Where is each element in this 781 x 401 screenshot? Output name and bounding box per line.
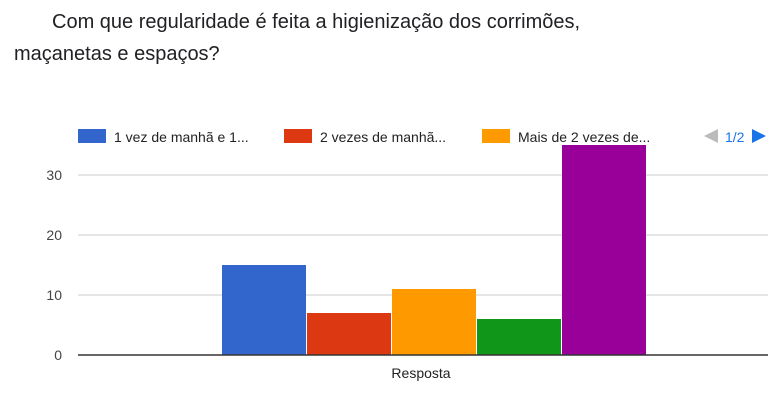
bar-series-1[interactable] — [222, 265, 306, 355]
gridlines — [78, 174, 768, 296]
legend-swatch-3 — [482, 129, 510, 143]
triangle-right-icon[interactable] — [752, 129, 766, 143]
bar-series-2[interactable] — [307, 313, 391, 355]
y-tick-label: 30 — [46, 167, 62, 183]
legend-label-3: Mais de 2 vezes de... — [518, 129, 650, 145]
bar-series-3[interactable] — [392, 289, 476, 355]
y-axis-ticks: 0 10 20 30 — [46, 167, 62, 363]
triangle-left-icon[interactable] — [704, 129, 718, 143]
legend-swatch-1 — [78, 129, 106, 143]
legend-swatch-2 — [284, 129, 312, 143]
y-tick-label: 0 — [54, 347, 62, 363]
bar-series-4[interactable] — [477, 319, 561, 355]
y-tick-label: 10 — [46, 287, 62, 303]
chart-title: Com que regularidade é feita a higieniza… — [14, 11, 581, 65]
y-tick-label: 20 — [46, 227, 62, 243]
legend-label-2: 2 vezes de manhã... — [320, 129, 446, 145]
x-category-label: Resposta — [391, 365, 450, 381]
bars — [222, 145, 646, 355]
bar-series-5[interactable] — [562, 145, 646, 355]
legend: 1 vez de manhã e 1... 2 vezes de manhã..… — [78, 129, 650, 145]
legend-label-1: 1 vez de manhã e 1... — [114, 129, 249, 145]
legend-page-indicator: 1/2 — [725, 129, 745, 145]
